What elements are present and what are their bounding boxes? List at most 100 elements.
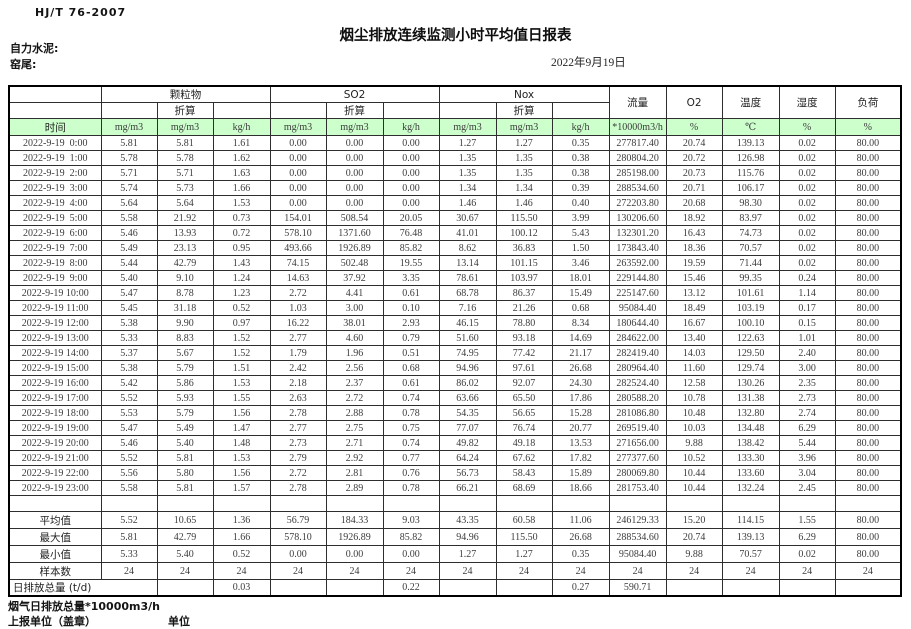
- summary-label: 最小值: [8, 545, 102, 563]
- value-cell: 1.03: [269, 300, 327, 316]
- value-cell: [438, 579, 497, 597]
- converted-label: 折算: [325, 102, 384, 119]
- value-cell: 5.71: [156, 165, 214, 181]
- value-cell: 24: [156, 562, 214, 580]
- value-cell: 8.34: [551, 315, 610, 331]
- value-cell: 0.15: [778, 315, 836, 331]
- hour-row: 2022-9-19 4:00 5.64 5.64 1.53 0.00 0.00 0.00 1.…: [8, 195, 902, 211]
- value-cell: 65.50: [495, 390, 553, 406]
- value-cell: 280804.20: [608, 150, 667, 166]
- value-cell: 0.38: [551, 165, 610, 181]
- empty-cell: [325, 495, 384, 512]
- unit-cell: *10000m3/h: [608, 118, 667, 136]
- value-cell: 0.76: [382, 465, 440, 481]
- value-cell: 70.57: [721, 240, 780, 256]
- value-cell: 80.00: [834, 528, 902, 546]
- value-cell: 80.00: [834, 150, 902, 166]
- value-cell: 80.00: [834, 330, 902, 346]
- value-cell: 2.63: [269, 390, 327, 406]
- value-cell: 80.00: [834, 165, 902, 181]
- value-cell: 0.40: [551, 195, 610, 211]
- value-cell: 139.13: [721, 135, 780, 151]
- summary-row: 样本数 24 24 24 24 24 24 24 24 24 24 24 24 24 24: [8, 562, 902, 580]
- value-cell: 14.69: [551, 330, 610, 346]
- value-cell: 20.05: [382, 210, 440, 226]
- value-cell: 0.73: [212, 210, 271, 226]
- value-cell: 80.00: [834, 360, 902, 376]
- value-cell: 5.86: [156, 375, 214, 391]
- value-cell: 80.00: [834, 255, 902, 271]
- value-cell: 18.49: [665, 300, 723, 316]
- time-cell: 2022-9-19 6:00: [8, 225, 102, 241]
- value-cell: 18.01: [551, 270, 610, 286]
- value-cell: 1.46: [495, 195, 553, 211]
- value-cell: 508.54: [325, 210, 384, 226]
- value-cell: 18.92: [665, 210, 723, 226]
- value-cell: 1.14: [778, 285, 836, 301]
- hour-row: 2022-9-19 6:00 5.46 13.93 0.72 578.10 1371.60…: [8, 225, 902, 241]
- unit-cell: ℃: [721, 118, 780, 136]
- value-cell: 0.27: [551, 579, 610, 597]
- value-cell: 129.50: [721, 345, 780, 361]
- value-cell: 0.02: [778, 210, 836, 226]
- summary-row: 最大值 5.81 42.79 1.66 578.10 1926.89 85.82 94.96 1…: [8, 528, 902, 546]
- value-cell: 2.78: [269, 405, 327, 421]
- value-cell: 2.73: [778, 390, 836, 406]
- value-cell: 20.73: [665, 165, 723, 181]
- value-cell: 80.00: [834, 511, 902, 529]
- value-cell: 5.52: [100, 511, 158, 529]
- value-cell: 1.62: [212, 150, 271, 166]
- value-cell: 95084.40: [608, 300, 667, 316]
- group-so2: SO2: [269, 85, 440, 103]
- value-cell: 1.34: [495, 180, 553, 196]
- hour-row: 2022-9-19 1:00 5.78 5.78 1.62 0.00 0.00 0.00 1.…: [8, 150, 902, 166]
- time-cell: 2022-9-19 1:00: [8, 150, 102, 166]
- empty-cell: [608, 495, 667, 512]
- value-cell: 1.63: [212, 165, 271, 181]
- value-cell: 2.77: [269, 330, 327, 346]
- empty-cell: [100, 495, 158, 512]
- value-cell: 68.69: [495, 480, 553, 496]
- value-cell: 24: [551, 562, 610, 580]
- kiln-label: 窑尾:: [10, 58, 37, 71]
- value-cell: 100.10: [721, 315, 780, 331]
- value-cell: 26.68: [551, 528, 610, 546]
- value-cell: 43.35: [438, 511, 497, 529]
- value-cell: 277817.40: [608, 135, 667, 151]
- value-cell: 21.17: [551, 345, 610, 361]
- value-cell: 5.53: [100, 405, 158, 421]
- time-cell: 2022-9-19 5:00: [8, 210, 102, 226]
- value-cell: 578.10: [269, 225, 327, 241]
- value-cell: 2.78: [269, 480, 327, 496]
- value-cell: 80.00: [834, 390, 902, 406]
- value-cell: 1.24: [212, 270, 271, 286]
- value-cell: 21.26: [495, 300, 553, 316]
- value-cell: 5.56: [100, 465, 158, 481]
- value-cell: 64.24: [438, 450, 497, 466]
- value-cell: 5.81: [156, 480, 214, 496]
- value-cell: 4.60: [325, 330, 384, 346]
- value-cell: 97.61: [495, 360, 553, 376]
- value-cell: 1.35: [495, 150, 553, 166]
- value-cell: 0.78: [382, 480, 440, 496]
- value-cell: 5.64: [100, 195, 158, 211]
- value-cell: 93.18: [495, 330, 553, 346]
- value-cell: 0.79: [382, 330, 440, 346]
- value-cell: 103.97: [495, 270, 553, 286]
- value-cell: 0.00: [382, 150, 440, 166]
- converted-label: 折算: [156, 102, 214, 119]
- empty-cell: [495, 495, 553, 512]
- value-cell: 1.57: [212, 480, 271, 496]
- value-cell: 76.74: [495, 420, 553, 436]
- value-cell: 5.40: [156, 545, 214, 563]
- value-cell: 2.42: [269, 360, 327, 376]
- value-cell: 1.61: [212, 135, 271, 151]
- value-cell: 5.52: [100, 390, 158, 406]
- value-cell: 0.78: [382, 405, 440, 421]
- value-cell: 2.93: [382, 315, 440, 331]
- hour-row: 2022-9-19 16:00 5.42 5.86 1.53 2.18 2.37 0.61 8…: [8, 375, 902, 391]
- value-cell: 9.90: [156, 315, 214, 331]
- value-cell: 2.77: [269, 420, 327, 436]
- time-header: 时间: [8, 118, 102, 136]
